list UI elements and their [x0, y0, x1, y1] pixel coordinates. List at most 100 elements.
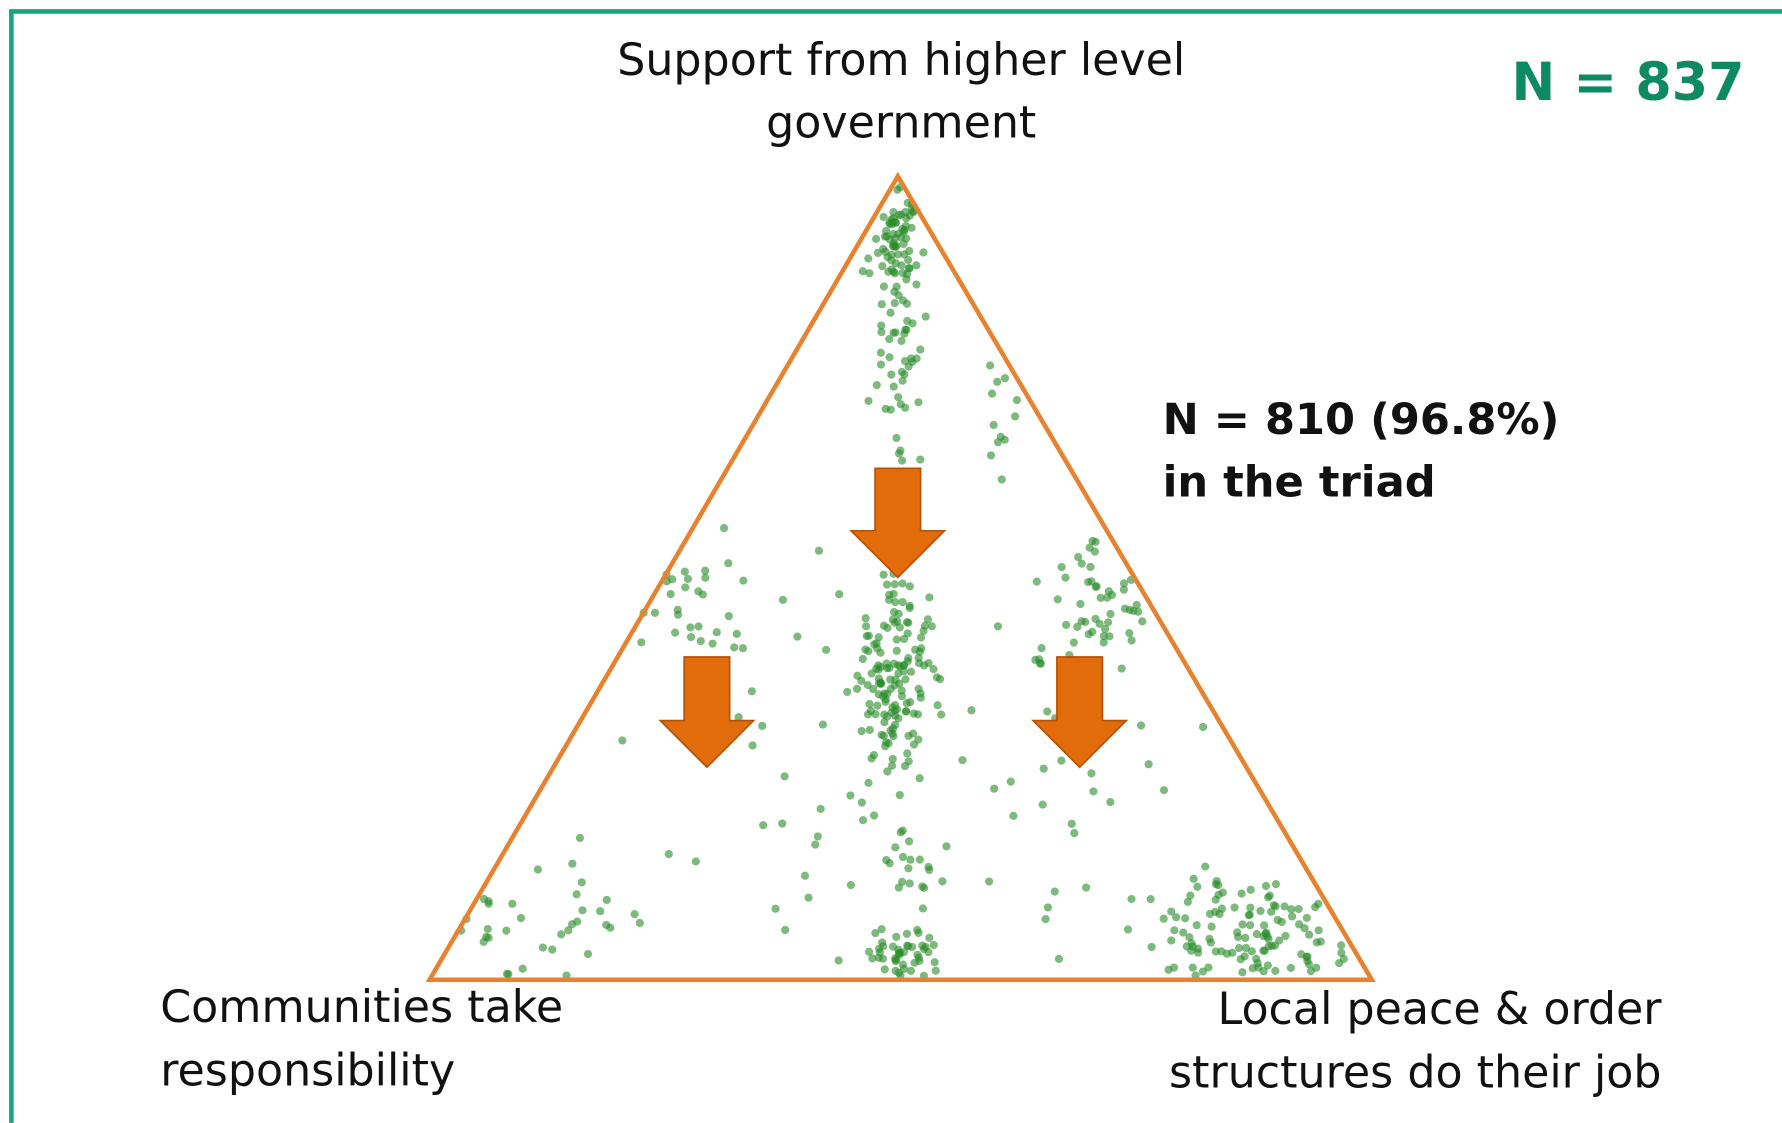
response-dot [1207, 922, 1216, 931]
response-dot [1167, 936, 1176, 945]
response-dot [1099, 631, 1108, 641]
response-dot [879, 282, 889, 291]
response-dot [1006, 777, 1015, 786]
response-dot [873, 701, 882, 710]
response-dot [732, 629, 741, 638]
response-dot [1089, 787, 1098, 796]
response-dot [1073, 622, 1082, 631]
response-dot [882, 855, 891, 865]
response-dot [876, 360, 886, 369]
response-dot [1237, 889, 1246, 898]
response-dot [917, 644, 926, 653]
response-dot [993, 377, 1002, 386]
response-dot [1259, 967, 1268, 976]
response-dot [901, 207, 910, 217]
response-dot [683, 574, 693, 583]
response-dot [780, 772, 789, 781]
response-dot [1099, 638, 1108, 647]
response-dot [865, 269, 874, 278]
response-dot [813, 832, 822, 841]
response-dot [864, 254, 873, 263]
response-dot [1169, 963, 1179, 972]
response-dot [868, 954, 877, 963]
response-dot [533, 865, 542, 874]
response-dot [1297, 950, 1306, 959]
response-dot [1182, 942, 1191, 951]
response-dot [902, 299, 912, 308]
arrow [1031, 656, 1129, 769]
response-dot [1070, 829, 1079, 838]
bottom-right-label: Local peace & order [1218, 984, 1663, 1035]
response-dot [913, 710, 923, 719]
response-dot [892, 635, 901, 644]
response-dot [883, 767, 892, 776]
response-dot [1000, 374, 1010, 383]
response-dot [708, 639, 717, 648]
response-dot [894, 291, 903, 300]
response-dot [701, 566, 710, 575]
response-dot [568, 859, 577, 868]
response-dot [906, 966, 915, 975]
response-dot [1125, 629, 1134, 638]
response-dot [686, 632, 696, 642]
response-dot [1117, 664, 1126, 673]
response-dot [696, 636, 705, 646]
response-dot [1233, 932, 1243, 942]
response-dot [518, 964, 527, 973]
response-dot [938, 877, 947, 886]
response-dot [1271, 966, 1280, 975]
response-dot [1012, 396, 1022, 405]
response-dot [864, 947, 874, 956]
response-dot [1263, 961, 1272, 970]
response-dot [877, 925, 886, 934]
response-dot [891, 720, 900, 729]
response-dot [577, 878, 586, 887]
response-dot [1087, 769, 1096, 778]
response-dot [896, 662, 905, 671]
response-dot [778, 595, 788, 605]
response-dot [905, 582, 914, 591]
responses [457, 183, 1348, 980]
response-dot [865, 699, 874, 709]
response-dot [905, 601, 914, 610]
response-dot [1286, 963, 1296, 972]
response-dot [578, 906, 587, 915]
response-dot [898, 960, 908, 969]
response-dot [894, 393, 903, 402]
response-dot [891, 955, 901, 965]
response-dot [1144, 760, 1153, 769]
response-dot [891, 597, 900, 607]
response-dot [898, 826, 907, 835]
response-dot [1119, 585, 1128, 594]
response-dot [916, 345, 925, 354]
response-dot [877, 300, 886, 309]
response-dot [1170, 926, 1179, 935]
response-dot [867, 669, 876, 678]
response-dot [924, 659, 933, 668]
response-dot [915, 855, 924, 864]
response-dot [1188, 942, 1197, 951]
response-dot [924, 948, 933, 957]
response-dot [931, 966, 940, 975]
response-dot [914, 735, 923, 744]
response-dot [630, 910, 639, 919]
bottom-left-label: Communities take [160, 982, 563, 1033]
response-dot [1159, 786, 1169, 795]
response-dot [1009, 811, 1018, 820]
response-dot [1259, 931, 1268, 941]
response-dot [907, 667, 916, 676]
response-dot [984, 877, 994, 886]
response-dot [778, 819, 787, 828]
response-dot [902, 275, 911, 284]
response-dot [877, 328, 886, 337]
response-dot [1146, 895, 1155, 904]
response-dot [1074, 552, 1083, 562]
response-dot [1091, 582, 1100, 592]
response-dot [771, 904, 780, 913]
bottom-left-label: responsibility [160, 1045, 455, 1096]
response-dot [1107, 590, 1117, 600]
response-dot [484, 899, 493, 908]
response-dot [635, 918, 644, 928]
response-dot [891, 259, 900, 268]
